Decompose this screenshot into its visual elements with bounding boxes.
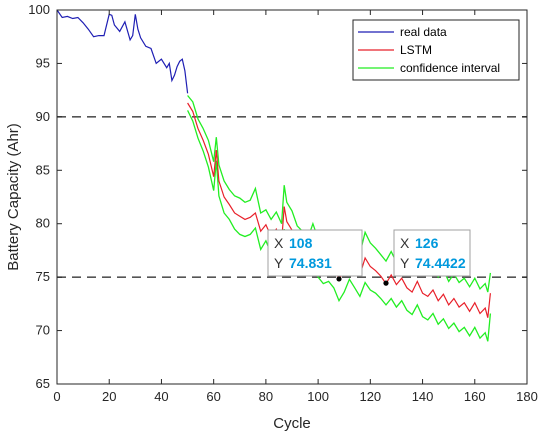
datatip-x-key: X [400,235,410,251]
datatip-marker[interactable] [383,280,389,286]
y-tick-label: 85 [36,162,50,177]
datatip-markers [336,276,389,286]
datatip-marker[interactable] [336,276,342,282]
datatip-x-key: X [274,235,284,251]
legend-label-real-data: real data [400,25,447,39]
real-data-line [56,9,189,94]
y-tick-label: 100 [28,2,50,17]
datatip-x-value: 108 [289,235,313,251]
x-tick-label: 0 [53,389,60,404]
datatip-x-value: 126 [415,235,439,251]
legend-label-lstm: LSTM [400,43,432,57]
x-tick-label: 20 [102,389,116,404]
legend: real data LSTM confidence interval [352,19,520,81]
x-tick-label: 180 [516,389,538,404]
x-tick-label: 140 [412,389,434,404]
x-axis-title: Cycle [273,415,311,432]
y-tick-label: 70 [36,323,50,338]
plot-frame [56,9,528,385]
y-tick-label: 65 [36,376,50,391]
y-tick-label: 80 [36,216,50,231]
datatip-y-key: Y [400,255,410,271]
x-tick-label: 80 [259,389,273,404]
x-tick-label: 40 [154,389,168,404]
datatip-background [267,229,363,277]
datatip-box[interactable]: X 108 Y 74.831 [267,229,363,277]
y-axis-title: Battery Capacity (Ahr) [5,123,22,271]
y-tick-label: 75 [36,269,50,284]
datatip-y-value: 74.4422 [415,255,466,271]
y-tick-label: 90 [36,109,50,124]
x-tick-label: 100 [307,389,329,404]
threshold-lines [57,116,527,278]
confidence-interval-lower-line [187,110,492,342]
x-tick-label: 160 [464,389,486,404]
y-tick-label: 95 [36,55,50,70]
y-axis: 65 70 75 80 85 90 95 100 [28,2,527,391]
x-axis: 0 20 40 60 80 100 120 140 160 180 [53,10,538,404]
datatip-background [393,229,471,277]
legend-label-confidence-interval: confidence interval [400,61,500,75]
x-tick-label: 60 [206,389,220,404]
datatip-y-value: 74.831 [289,255,332,271]
datatip-y-key: Y [274,255,284,271]
datatip-box[interactable]: X 126 Y 74.4422 [393,229,471,277]
x-tick-label: 120 [359,389,381,404]
